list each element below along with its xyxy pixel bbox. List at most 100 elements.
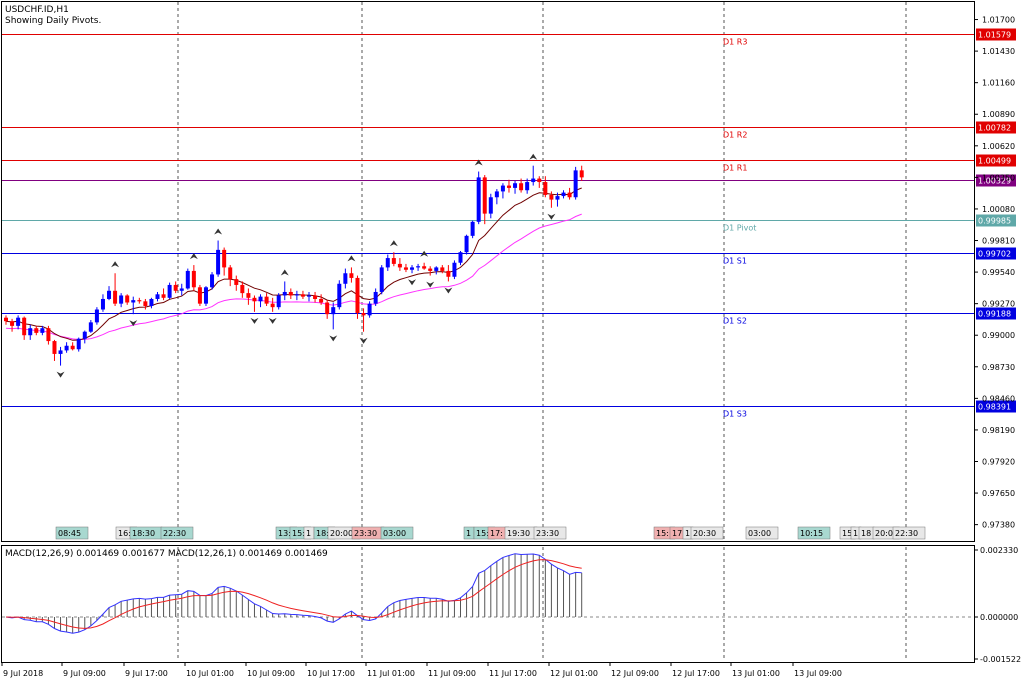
fractal-down-marker (129, 320, 138, 327)
current-price-tag (976, 174, 1016, 187)
macd-line (5, 553, 582, 634)
candle-body (64, 345, 69, 351)
session-tag-label: 17: (490, 529, 503, 538)
pivot-name: D1 R3 (723, 38, 747, 47)
candle-body (513, 183, 518, 188)
fractal-down-marker (268, 317, 277, 324)
ma-slow-line (5, 213, 582, 341)
candle-body (325, 302, 330, 315)
pivot-name: D1 R1 (723, 164, 747, 173)
candle-body (458, 252, 463, 263)
session-tag-label: 03:00 (748, 529, 771, 538)
fractal-down-marker (426, 281, 435, 288)
fractal-up-marker (420, 250, 429, 257)
candle-body (379, 267, 384, 292)
candle-body (349, 273, 354, 278)
candle-body (355, 277, 360, 314)
candle-body (264, 296, 269, 304)
candle-body (500, 185, 505, 192)
candle-body (276, 295, 281, 308)
candle-body (282, 291, 287, 296)
candle-body (494, 191, 499, 198)
candle-body (403, 267, 408, 270)
candle-body (385, 258, 390, 268)
candle-body (428, 268, 433, 271)
session-tag-label: 08:45 (58, 529, 81, 538)
symbol-label: USDCHF.ID,H1 (5, 5, 69, 15)
fractal-up-marker (529, 153, 538, 160)
candle-body (131, 300, 136, 303)
session-tag-label: 16: (118, 529, 131, 538)
time-tick-label: 11 Jul 09:00 (428, 669, 476, 678)
session-tag-label: 1 (306, 529, 311, 538)
candle-body (52, 341, 57, 354)
candle-body (100, 298, 105, 310)
time-tick-label: 9 Jul 09:00 (63, 669, 106, 678)
pivot-levels: D1 R3 D1 R2 D1 R1 D1 Pivot D1 S1 D1 S2 D1 S3 (2, 34, 974, 419)
session-tag-label: 22:30 (163, 529, 186, 538)
candle-body (258, 296, 263, 302)
candle-body (173, 284, 178, 291)
fractal-down-marker (444, 287, 453, 294)
candle-body (119, 295, 124, 304)
price-tick-label: 0.99270 (982, 300, 1015, 309)
pivot-price-label: 0.99188 (978, 310, 1011, 319)
pivot-name: D1 S1 (723, 257, 747, 266)
session-tag (892, 526, 926, 540)
candle-body (149, 298, 154, 306)
candle-body (58, 350, 63, 354)
candle-body (46, 328, 51, 342)
candle-body (373, 291, 378, 304)
fractal-down-marker (547, 213, 556, 220)
candle-body (179, 288, 184, 291)
price-tick-label: 1.00350 (982, 173, 1015, 182)
session-tag-label: 15: (656, 529, 669, 538)
fractal-down-marker (329, 335, 338, 342)
session-tag-label: 03:00 (383, 529, 406, 538)
candle-body (331, 307, 336, 315)
candle-body (422, 266, 427, 269)
time-tick-label: 13 Jul 09:00 (794, 669, 842, 678)
candle-body (573, 170, 578, 198)
vertical-grid (2, 2, 974, 661)
session-tag-label: 23:30 (354, 529, 377, 538)
candle-body (22, 317, 27, 336)
macd-signal-line (5, 559, 582, 629)
session-tag-label: 10:15 (800, 529, 823, 538)
pivot-price-label: 1.00782 (978, 124, 1011, 133)
candle-body (294, 294, 299, 296)
fractal-down-marker (56, 371, 65, 378)
candle-body (561, 192, 566, 197)
session-tag-label: 1 (685, 529, 690, 538)
candle-body (203, 287, 208, 304)
macd-indicator: 0.002330 0.000000 -0.001522 (5, 546, 1021, 664)
candle-body (228, 267, 233, 280)
fractal-markers (56, 153, 556, 378)
candle-body (191, 270, 196, 288)
session-tag-label: 15 (842, 529, 852, 538)
session-tag (745, 526, 779, 540)
candle-body (234, 279, 239, 285)
candle-body (137, 300, 142, 302)
session-tag-label: 18 (861, 529, 871, 538)
time-axis: 9 Jul 2018 9 Jul 09:00 9 Jul 17:00 10 Jul 0… (1, 662, 842, 678)
session-tag-label: 18: (316, 529, 329, 538)
candle-body (288, 291, 293, 296)
candle-body (10, 321, 15, 326)
pivot-price-label: 0.98391 (978, 403, 1011, 412)
pivot-price-label: 0.99702 (978, 250, 1011, 259)
price-tick-label: 0.98190 (982, 426, 1015, 435)
candle-body (143, 301, 148, 306)
time-tick-label: 12 Jul 17:00 (672, 669, 720, 678)
price-tick-label: 0.99540 (982, 268, 1015, 277)
pivot-price-label: 0.99985 (978, 217, 1011, 226)
price-tick-label: 0.98730 (982, 363, 1015, 372)
price-tick-label: 1.01700 (982, 16, 1015, 25)
candle-body (40, 328, 45, 333)
pivot-price-tag (976, 154, 1016, 167)
session-tag (160, 526, 194, 540)
session-tag-label: 20:00 (330, 529, 353, 538)
candle-body (125, 295, 130, 303)
